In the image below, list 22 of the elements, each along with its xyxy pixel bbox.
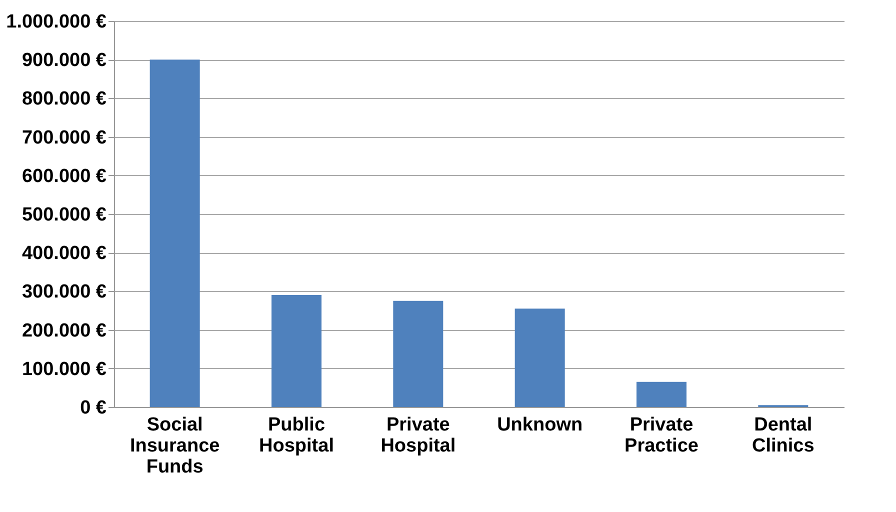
y-tick-label: 600.000 € (22, 166, 107, 187)
y-tick-label: 700.000 € (22, 127, 107, 148)
y-tick-label: 400.000 € (22, 243, 107, 264)
bar (636, 382, 686, 407)
y-tick-label: 300.000 € (22, 282, 107, 303)
bar (514, 308, 565, 407)
y-tick-label: 800.000 € (22, 88, 107, 110)
x-tick-label: Dental Clinics (752, 414, 814, 456)
x-tick-label: Private Practice (624, 414, 698, 456)
bar (150, 60, 200, 407)
bar (272, 295, 322, 407)
y-tick-label: 1.000.000 € (6, 12, 107, 32)
y-tick-label: 100.000 € (22, 358, 107, 380)
y-tick-label: 200.000 € (22, 320, 107, 342)
y-tick-label: 900.000 € (22, 50, 107, 72)
x-tick-label: Social Insurance Funds (130, 414, 220, 478)
y-tick-label: 500.000 € (22, 204, 107, 226)
y-tick-label: 0 € (80, 398, 107, 418)
bar (393, 300, 444, 407)
x-tick-label: Private Hospital (380, 414, 456, 456)
x-tick-label: Unknown (497, 414, 583, 436)
x-tick-label: Public Hospital (259, 414, 334, 456)
